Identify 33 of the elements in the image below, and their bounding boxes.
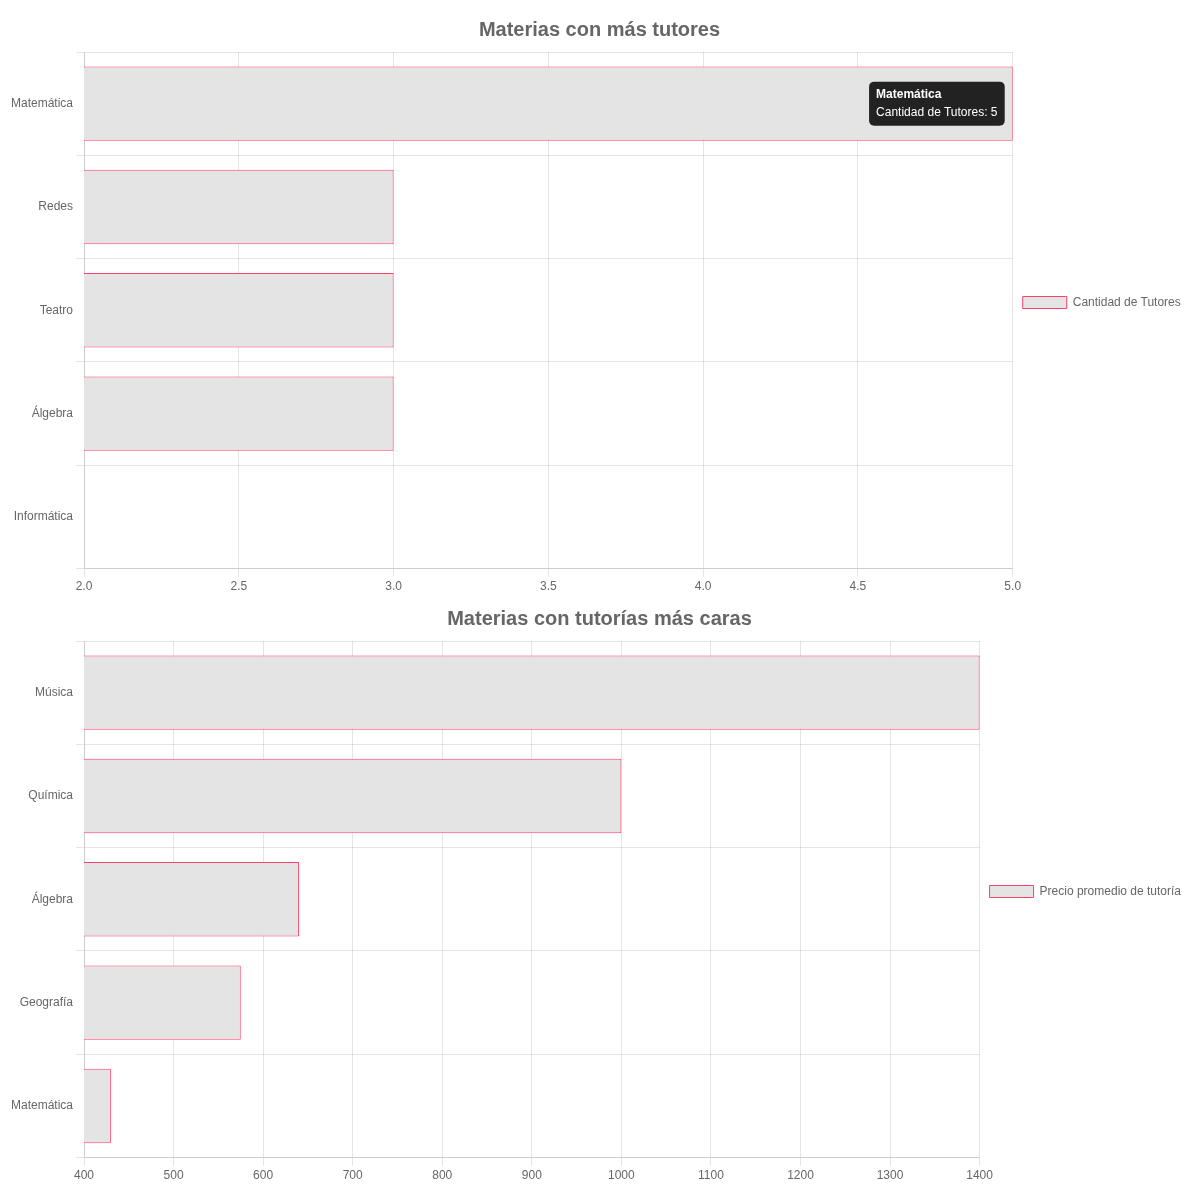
y-tick-label: Redes [38, 199, 74, 214]
x-tick-label: 4.0 [694, 579, 712, 594]
legend-label: Precio promedio de tutoría [1039, 883, 1182, 898]
x-tick-label: 900 [521, 1168, 543, 1183]
x-tick-label: 800 [432, 1168, 453, 1183]
x-tick-label: 1000 [608, 1168, 636, 1183]
x-tick-label: 3.5 [540, 579, 558, 594]
x-tick-label: 3.0 [385, 579, 403, 594]
y-tick-label: Matemática [10, 95, 74, 110]
x-tick-label: 500 [163, 1168, 184, 1183]
y-tick-label: Música [35, 684, 74, 699]
y-tick-label: Álgebra [31, 890, 74, 906]
x-tick-label: 1400 [966, 1168, 994, 1183]
y-tick-label: Geografía [19, 994, 74, 1009]
y-tick-label: Teatro [39, 302, 74, 317]
y-tick-label: Matemática [10, 1098, 74, 1113]
chart-title: Materias con tutorías más caras [447, 606, 752, 629]
y-tick-label: Álgebra [31, 404, 74, 420]
x-tick-label: 2.5 [230, 579, 248, 594]
x-tick-label: 400 [74, 1168, 95, 1183]
x-tick-label: 4.5 [849, 579, 867, 594]
annotation: Matemática Cantidad de Tutores: 5 [876, 86, 998, 119]
x-tick-label: 1200 [787, 1168, 815, 1183]
legend-label: Cantidad de Tutores [1072, 294, 1181, 309]
chart-title: Materias con más tutores [478, 17, 721, 40]
x-tick-label: 1100 [698, 1168, 725, 1183]
x-tick-label: 700 [342, 1168, 364, 1183]
x-tick-label: 2.0 [75, 579, 93, 594]
y-tick-label: Informática [13, 509, 74, 524]
x-tick-label: 1300 [876, 1168, 904, 1183]
x-tick-label: 600 [253, 1168, 274, 1183]
y-tick-label: Química [28, 788, 74, 803]
x-tick-label: 5.0 [1004, 579, 1022, 594]
